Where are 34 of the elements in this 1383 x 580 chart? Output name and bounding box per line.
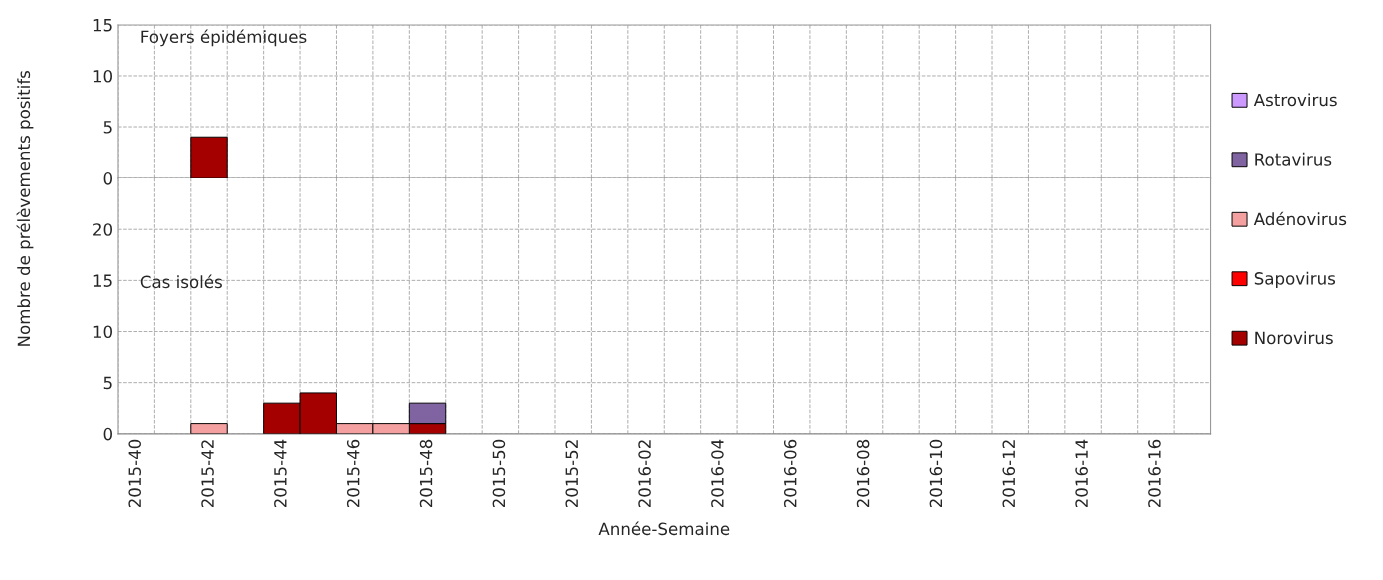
chart-title: Foyers épidémiques — [141, 29, 307, 47]
x-tick-label: 2016-10 — [929, 439, 943, 508]
x-tick-label: 2015-50 — [492, 439, 506, 508]
x-tick-label: 2015-52 — [565, 440, 579, 508]
x-axis-title: Année-Semaine — [598, 521, 730, 536]
x-tick-label: 2016-16 — [1148, 439, 1161, 508]
legend-label: Astrovirus — [1253, 93, 1337, 107]
x-tick-label: 2016-06 — [783, 439, 797, 508]
x-tick-label: 2015-44 — [274, 439, 287, 508]
legend-label: Sapovirus — [1254, 271, 1336, 288]
legend-label: Adénovirus — [1253, 211, 1347, 226]
y-tick-label: 15 — [93, 274, 112, 287]
x-tick-label: 2016-12 — [1002, 440, 1016, 508]
y-tick-label: 0 — [103, 427, 112, 441]
y-tick-label: 5 — [103, 376, 112, 390]
y-axis-title: Nombre de prélèvements positifs — [16, 70, 34, 346]
text: Cas isolés — [140, 274, 222, 289]
x-tick-label: 2016-08 — [856, 439, 870, 508]
x-tick-label: 2015-40 — [128, 439, 142, 508]
x-tick-label: 2016-04 — [711, 439, 724, 508]
y-tick-label: 0 — [103, 172, 112, 185]
y-tick-label: 20 — [93, 223, 112, 236]
y-tick-label: 10 — [93, 325, 112, 339]
y-tick-label: 10 — [93, 69, 112, 83]
y-tick-label: 5 — [103, 121, 112, 134]
x-tick-label: 2015-42 — [201, 440, 214, 508]
x-tick-label: 2016-02 — [638, 440, 651, 508]
legend-label: Norovirus — [1255, 331, 1333, 345]
x-tick-label: 2016-14 — [1075, 439, 1088, 508]
legend-label: Rotavirus — [1255, 152, 1332, 166]
x-tick-label: 2015-46 — [346, 439, 360, 508]
x-tick-label: 2015-48 — [419, 439, 433, 508]
y-tick-label: 15 — [93, 19, 112, 32]
bar — [190, 423, 228, 434]
